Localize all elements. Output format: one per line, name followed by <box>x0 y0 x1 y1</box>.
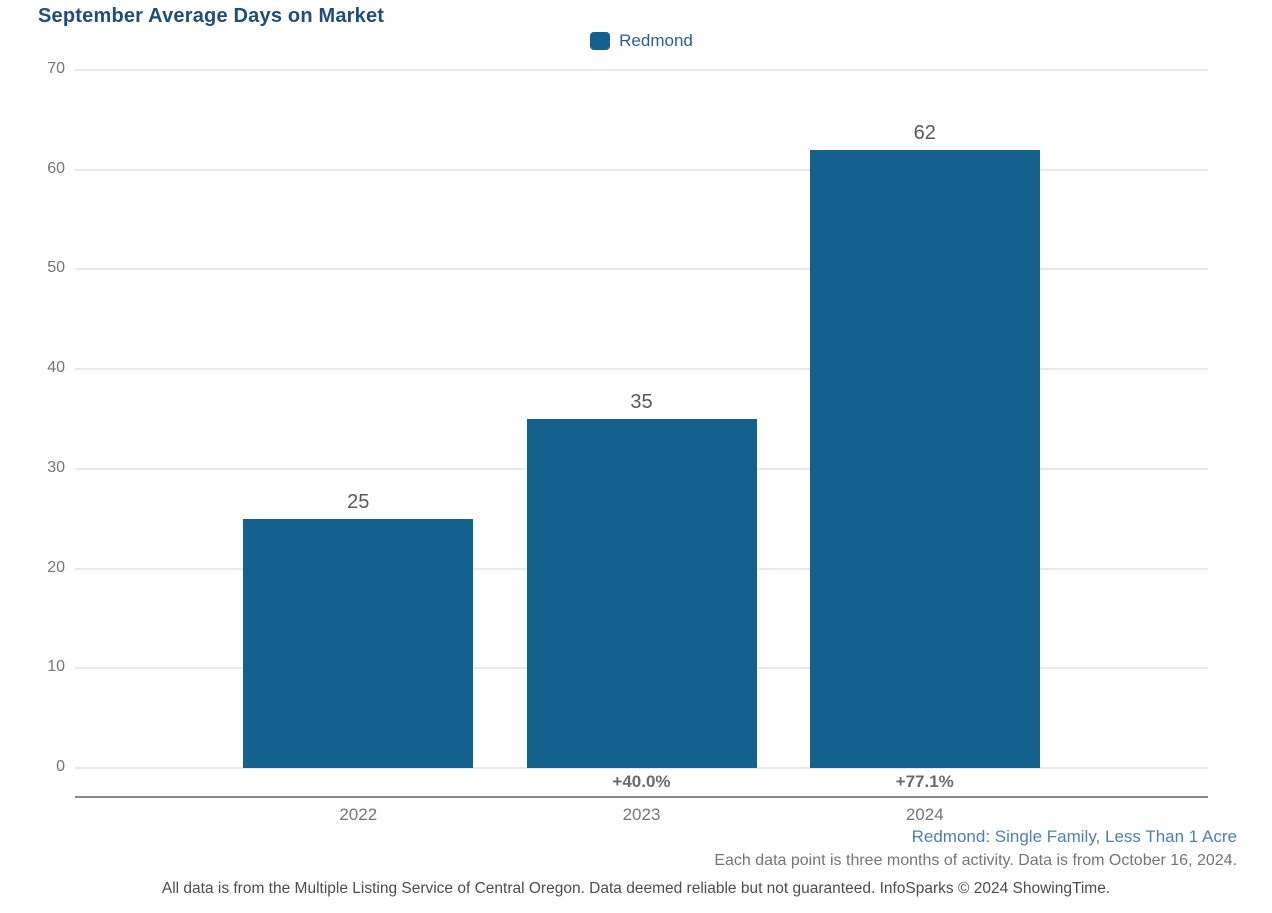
gridline-y-40 <box>75 368 1208 371</box>
segment-note: Redmond: Single Family, Less Than 1 Acre <box>911 827 1237 846</box>
x-axis-line <box>75 796 1208 798</box>
y-axis-tick-label-40: 40 <box>47 359 65 377</box>
bar-value-label-2022: 25 <box>347 490 370 513</box>
plot-area: 25 35 62 <box>75 69 1208 769</box>
y-axis-tick-label-70: 70 <box>47 60 65 77</box>
chart-title: September Average Days on Market <box>38 5 385 27</box>
x-axis-tick-label-2023: 2023 <box>622 805 661 824</box>
gridline-y-50 <box>75 268 1208 271</box>
y-axis-tick-label-0: 0 <box>56 758 65 775</box>
legend[interactable]: Redmond <box>75 31 1208 51</box>
bar-2023[interactable] <box>526 419 757 768</box>
pct-change-label-2024: +77.1% <box>895 772 954 791</box>
y-axis-tick-label-10: 10 <box>47 658 65 676</box>
x-axis-tick-label-2022: 2022 <box>339 805 378 824</box>
data-note: Each data point is three months of activ… <box>714 852 1237 869</box>
bar-value-label-2023: 35 <box>630 391 653 413</box>
gridline-y-70 <box>75 69 1208 71</box>
pct-change-label-2023: +40.0% <box>612 772 671 791</box>
y-axis-tick-label-50: 50 <box>47 259 65 277</box>
y-axis-tick-label-20: 20 <box>47 558 65 576</box>
gridline-y-60 <box>75 168 1208 171</box>
y-axis-tick-label-60: 60 <box>47 159 65 177</box>
legend-swatch-icon <box>590 32 611 50</box>
bar-2024[interactable] <box>809 149 1040 768</box>
bar-value-label-2024: 62 <box>913 121 936 144</box>
gridline-y-0 <box>75 767 1208 769</box>
bar-2022[interactable] <box>243 518 474 768</box>
y-axis-tick-label-30: 30 <box>47 458 65 476</box>
legend-label: Redmond <box>619 31 693 50</box>
footer-disclaimer: All data is from the Multiple Listing Se… <box>161 880 1111 897</box>
x-axis-tick-label-2024: 2024 <box>905 805 944 824</box>
